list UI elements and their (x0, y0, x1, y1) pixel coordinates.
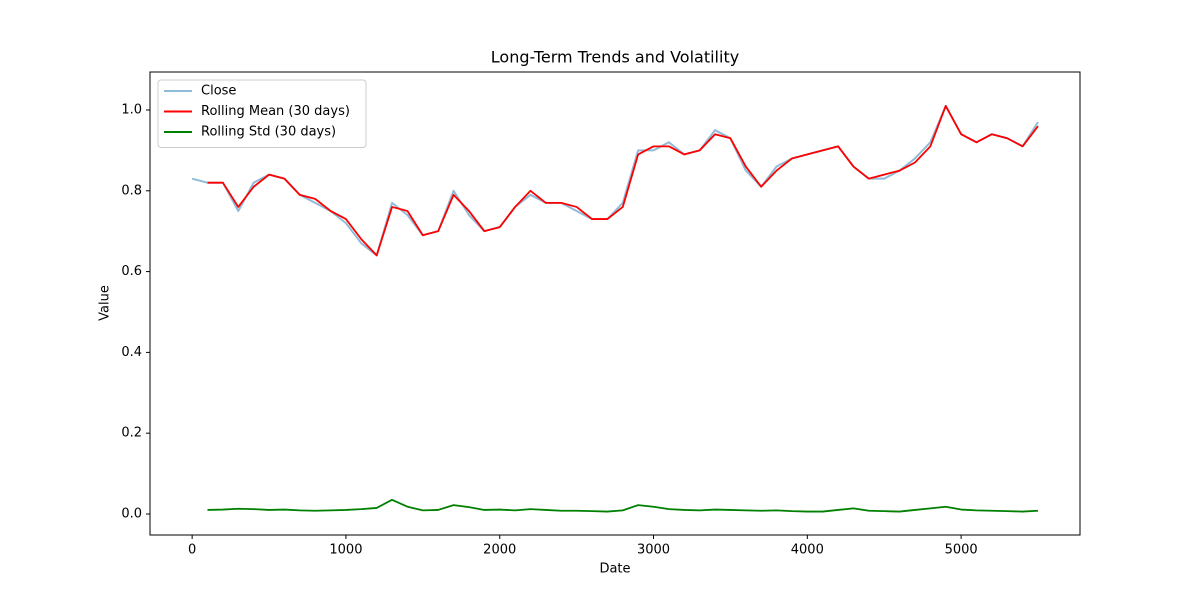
series-line (207, 105, 1039, 257)
x-tick-label: 3000 (637, 543, 670, 558)
y-tick-label: 0.2 (121, 426, 142, 441)
x-tick-label: 1000 (329, 543, 362, 558)
x-tick-label: 0 (188, 543, 196, 558)
x-tick-label: 4000 (791, 543, 824, 558)
x-axis-label: Date (599, 562, 630, 577)
x-tick-label: 2000 (483, 543, 516, 558)
chart-title: Long-Term Trends and Volatility (491, 48, 739, 67)
plot-frame (149, 71, 1081, 536)
legend-label: Rolling Std (30 days) (201, 125, 336, 140)
legend-label: Close (201, 84, 236, 99)
y-axis-label: Value (98, 285, 113, 321)
legend: Close Rolling Mean (30 days) Rolling Std (… (157, 79, 367, 148)
y-tick-label: 0.0 (121, 506, 142, 521)
series-line (207, 498, 1039, 513)
legend-box (157, 79, 367, 148)
legend-label: Rolling Mean (30 days) (201, 104, 350, 119)
y-tick-label: 0.6 (121, 264, 142, 279)
x-tick-label: 5000 (945, 543, 978, 558)
y-tick-label: 0.4 (121, 345, 142, 360)
y-tick-label: 0.8 (121, 183, 142, 198)
y-tick-label: 1.0 (121, 102, 142, 117)
